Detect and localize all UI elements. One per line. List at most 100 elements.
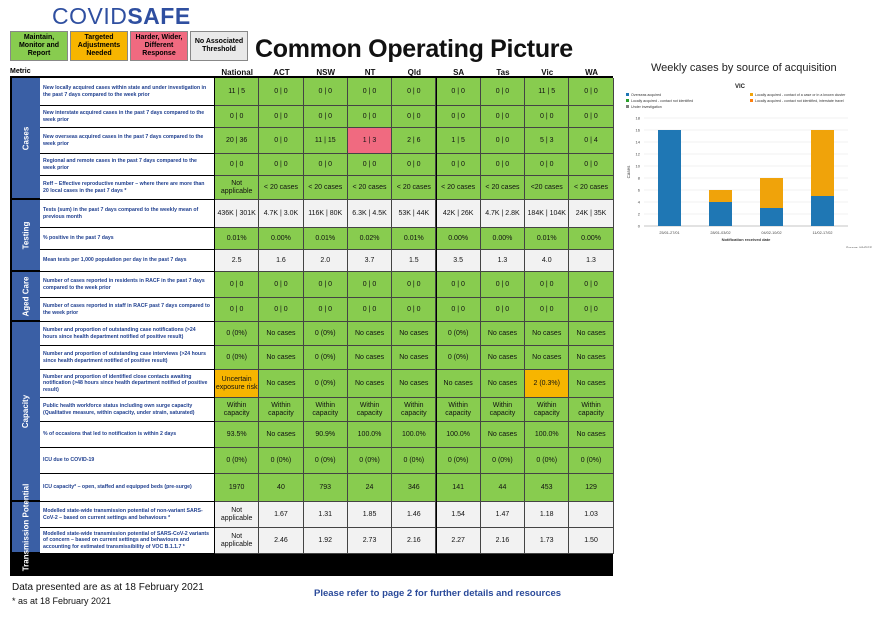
table-cell: 0 | 0 [525,106,570,128]
table-cell: 453 [525,474,570,502]
legend-entry: Overseas acquired [631,93,661,97]
table-cell: No cases [392,370,437,398]
table-cell: 0 | 0 [392,78,437,106]
table-cell: Within capacity [259,398,304,422]
table-cell: No cases [525,322,570,346]
table-cell: No cases [347,370,393,398]
y-tick-label: 4 [638,200,641,205]
table-cell: 0 (0%) [436,322,481,346]
metric-label: ICU due to COVID-19 [40,448,215,474]
chart-subtitle: VIC [735,84,746,90]
table-cell: 1.18 [525,502,570,528]
table-cell: 184K | 104K [525,200,570,228]
legend-entry: Locally acquired - contact of a case or … [755,93,846,97]
table-cell: 0 | 0 [392,154,437,176]
table-cell: 0 (0%) [215,346,260,370]
covidsafe-logo: COVIDSAFE [52,3,191,29]
table-cell: No cases [259,370,304,398]
table-cell: 1970 [215,474,260,502]
table-cell: Within capacity [392,398,437,422]
table-cell: Within capacity [303,398,348,422]
table-cell: No cases [436,370,481,398]
legend-swatch [626,93,629,96]
metric-label: % of occasions that led to notification … [40,422,215,448]
table-cell: 0.02% [347,228,393,250]
table-cell: 0 | 0 [259,272,304,298]
table-cell: 5 | 3 [525,128,570,154]
metric-label: % positive in the past 7 days [40,228,215,250]
table-cell: 0.00% [569,228,614,250]
table-cell: 11 | 15 [303,128,348,154]
table-cell: 2.27 [436,528,481,554]
table-cell: 0 | 0 [569,78,614,106]
table-cell: Not applicable [215,528,260,554]
table-cell: 0 | 0 [436,272,481,298]
table-cell: Within capacity [525,398,570,422]
table-cell: 1.67 [259,502,304,528]
legend-item: Targeted Adjustments Needed [70,31,128,61]
column-header: NSW [316,68,336,77]
table-cell: 42K | 26K [436,200,481,228]
table-cell: 0 | 0 [303,106,348,128]
table-cell: No cases [392,346,437,370]
table-cell: No cases [525,346,570,370]
table-cell: 2 (0.3%) [525,370,570,398]
metric-column-header: Metric [10,68,31,75]
table-cell: 0 | 0 [259,128,304,154]
table-cell: 0 | 0 [303,154,348,176]
table-cell: 0 | 0 [436,154,481,176]
group-label: Cases [12,78,40,200]
table-cell: 44 [480,474,526,502]
y-tick-label: 18 [636,116,641,121]
table-cell: 141 [436,474,481,502]
x-tick-label: 28/01-03/02 [710,231,730,235]
table-cell: 1 | 3 [347,128,393,154]
table-cell: < 20 cases [303,176,348,200]
legend-swatch [750,93,753,96]
table-cell: 90.9% [303,422,348,448]
table-cell: 100.0% [347,422,393,448]
y-tick-label: 12 [636,152,641,157]
table-cell: Within capacity [215,398,260,422]
table-cell: 20 | 36 [215,128,260,154]
table-cell: 53K | 44K [392,200,437,228]
table-cell: 1.54 [436,502,481,528]
table-cell: 0 | 0 [215,106,260,128]
table-cell: 0 (0%) [347,448,393,474]
y-axis-label: Cases [626,165,631,179]
metric-label: Modelled state-wide transmission potenti… [40,528,215,554]
legend-swatch [626,105,629,108]
table-cell: 2.16 [480,528,526,554]
table-cell: 3.5 [436,250,481,272]
table-cell: 4.7K | 2.8K [480,200,526,228]
table-cell: 0 | 0 [525,298,570,322]
table-cell: No cases [569,322,614,346]
table-cell: 4.0 [525,250,570,272]
footnote: * as at 18 February 2021 [12,596,112,606]
table-cell: < 20 cases [259,176,304,200]
table-cell: 0 | 0 [259,298,304,322]
table-cell: No cases [347,322,393,346]
table-cell: 0 | 0 [436,78,481,106]
table-cell: 0 (0%) [436,448,481,474]
table-cell: 0 | 0 [480,154,526,176]
metric-label: Number and proportion of outstanding cas… [40,322,215,346]
table-cell: 2.0 [303,250,348,272]
table-cell: 0 | 0 [347,272,393,298]
metric-label: New interstate acquired cases in the pas… [40,106,215,128]
table-cell: 2.5 [215,250,260,272]
table-cell: 0 (0%) [303,448,348,474]
x-tick-label: 04/02-10/02 [761,231,781,235]
table-cell: 0 (0%) [303,370,348,398]
table-cell: 0 | 0 [392,272,437,298]
table-cell: 0 | 0 [347,298,393,322]
table-cell: No cases [259,322,304,346]
column-header: NT [364,68,376,77]
table-cell: Within capacity [480,398,526,422]
table-cell: 0 | 0 [392,298,437,322]
table-cell: 0 | 0 [480,272,526,298]
table-cell: Uncertain exposure risk [215,370,260,398]
table-cell: 0.01% [303,228,348,250]
group-label: Capacity [12,322,40,502]
table-cell: 0 (0%) [303,346,348,370]
